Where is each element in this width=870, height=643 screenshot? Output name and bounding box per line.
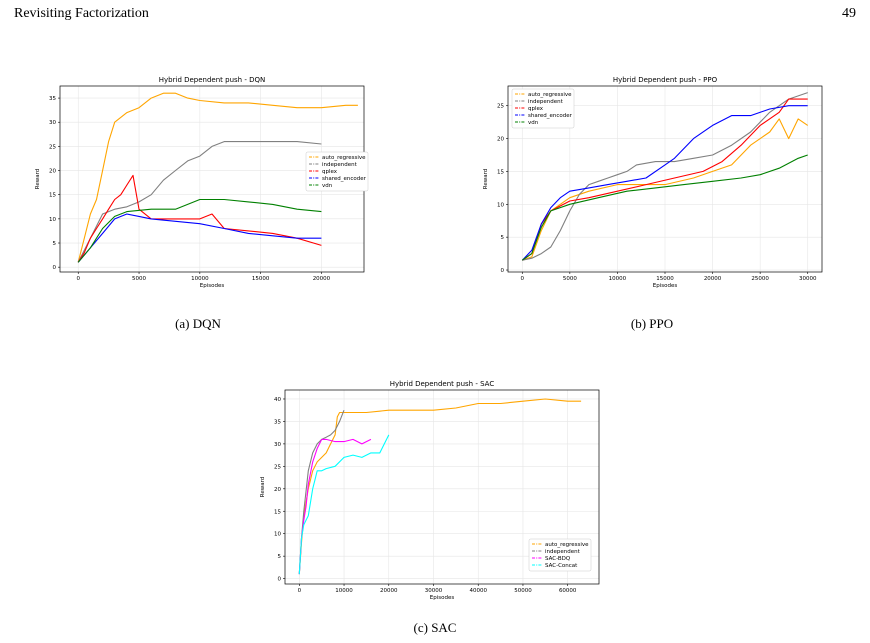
y-axis-label: Reward <box>35 169 41 189</box>
y-tick-label: 5 <box>501 235 505 241</box>
x-tick-label: 0 <box>76 276 80 282</box>
y-tick-label: 5 <box>53 241 57 247</box>
series-line-auto-regressive <box>298 398 582 575</box>
chart-title: Hybrid Dependent push - SAC <box>390 380 495 388</box>
legend-box <box>305 151 369 192</box>
series-line-shared-encoder <box>521 105 808 261</box>
legend: auto_regressiveindependentqplexshared_en… <box>511 88 575 129</box>
page-number: 49 <box>842 6 856 21</box>
legend-entry: independent <box>545 549 581 555</box>
series-line-sac-concat <box>298 434 390 575</box>
running-header-title: Revisiting Factorization <box>14 6 149 21</box>
x-tick-label: 5000 <box>132 276 146 282</box>
series-line-auto-regressive <box>77 92 358 263</box>
caption-sac: (c) SAC <box>413 620 457 635</box>
y-tick-label: 30 <box>49 120 56 126</box>
series-line-independent <box>77 141 322 263</box>
x-tick-label: 15000 <box>656 276 674 282</box>
caption-ppo: (b) PPO <box>630 316 674 331</box>
y-tick-label: 20 <box>497 137 504 143</box>
x-axis-label: Episodes <box>653 283 678 289</box>
x-tick-label: 50000 <box>514 588 532 594</box>
x-tick-label: 20000 <box>704 276 722 282</box>
y-tick-label: 35 <box>49 96 56 102</box>
y-tick-label: 5 <box>278 554 282 560</box>
x-axis-label: Episodes <box>200 283 225 289</box>
y-tick-label: 25 <box>274 464 281 470</box>
x-tick-label: 20000 <box>313 276 331 282</box>
legend-entry: independent <box>322 162 358 168</box>
x-tick-label: 40000 <box>469 588 487 594</box>
y-axis-label: Reward <box>483 169 489 189</box>
x-tick-label: 5000 <box>563 276 577 282</box>
legend-entry: qplex <box>528 106 544 112</box>
legend-entry: shared_encoder <box>528 113 573 119</box>
y-tick-label: 20 <box>274 487 281 493</box>
x-tick-label: 15000 <box>252 276 270 282</box>
y-tick-label: 15 <box>49 193 56 199</box>
x-tick-label: 25000 <box>751 276 769 282</box>
y-tick-label: 20 <box>49 169 56 175</box>
legend-entry: vdn <box>528 120 539 126</box>
figure-ppo-chart: 0 5 10 15 20 25 0 5000 10000 15000 20000 25000 30000… <box>478 72 830 296</box>
legend: auto_regressiveindependentSAC-BDQSAC-Con… <box>528 538 592 572</box>
y-tick-label: 30 <box>274 442 281 448</box>
y-tick-label: 35 <box>274 419 281 425</box>
series-line-sac-bdq <box>298 438 372 575</box>
x-tick-label: 30000 <box>799 276 817 282</box>
legend-entry: SAC-BDQ <box>545 556 571 562</box>
y-tick-label: 10 <box>274 532 281 538</box>
series-line-qplex <box>521 98 808 261</box>
axes-frame <box>507 85 823 273</box>
caption-dqn: (a) DQN <box>175 316 221 331</box>
y-tick-label: 40 <box>274 397 281 403</box>
legend-box <box>511 88 575 129</box>
chart-title: Hybrid Dependent push - DQN <box>159 76 265 84</box>
y-tick-label: 0 <box>278 577 282 583</box>
x-tick-label: 10000 <box>609 276 627 282</box>
legend-box <box>528 538 592 572</box>
legend-entry: auto_regressive <box>322 155 366 161</box>
y-tick-label: 25 <box>497 104 504 110</box>
series-line-qplex <box>77 174 322 263</box>
y-tick-label: 0 <box>501 268 505 274</box>
y-tick-label: 10 <box>497 202 504 208</box>
y-tick-label: 0 <box>53 265 57 271</box>
legend-entry: auto_regressive <box>528 92 572 98</box>
legend-entry: independent <box>528 99 564 105</box>
legend-entry: shared_encoder <box>322 176 367 182</box>
axes-frame <box>284 389 600 585</box>
x-tick-label: 30000 <box>425 588 443 594</box>
x-tick-label: 10000 <box>191 276 209 282</box>
y-tick-label: 10 <box>49 217 56 223</box>
series-line-shared-encoder <box>77 213 322 263</box>
y-tick-label: 15 <box>497 169 504 175</box>
chart-title: Hybrid Dependent push - PPO <box>613 76 718 84</box>
legend-entry: vdn <box>322 183 333 189</box>
y-tick-label: 15 <box>274 509 281 515</box>
y-tick-label: 25 <box>49 144 56 150</box>
legend-entry: SAC-Concat <box>545 563 578 569</box>
series-line-independent <box>298 409 345 575</box>
series-line-independent <box>522 92 808 261</box>
figure-sac-chart: 0 5 10 15 20 25 30 35 40 0 10000 20000 30000 40000 500… <box>255 376 607 600</box>
series-line-vdn <box>77 198 322 263</box>
x-axis-label: Episodes <box>430 595 455 600</box>
series-line-vdn <box>521 154 808 261</box>
x-tick-label: 0 <box>298 588 302 594</box>
x-tick-label: 20000 <box>380 588 398 594</box>
figure-dqn-chart: 0 5 10 15 20 25 30 35 0 5000 10000 15000 20000 Hybrid… <box>30 72 370 296</box>
legend-entry: auto_regressive <box>545 542 589 548</box>
x-tick-label: 0 <box>521 276 525 282</box>
legend: auto_regressiveindependentqplexshared_en… <box>305 151 369 192</box>
x-tick-label: 10000 <box>335 588 353 594</box>
x-tick-label: 60000 <box>559 588 577 594</box>
y-axis-label: Reward <box>260 477 266 497</box>
legend-entry: qplex <box>322 169 338 175</box>
